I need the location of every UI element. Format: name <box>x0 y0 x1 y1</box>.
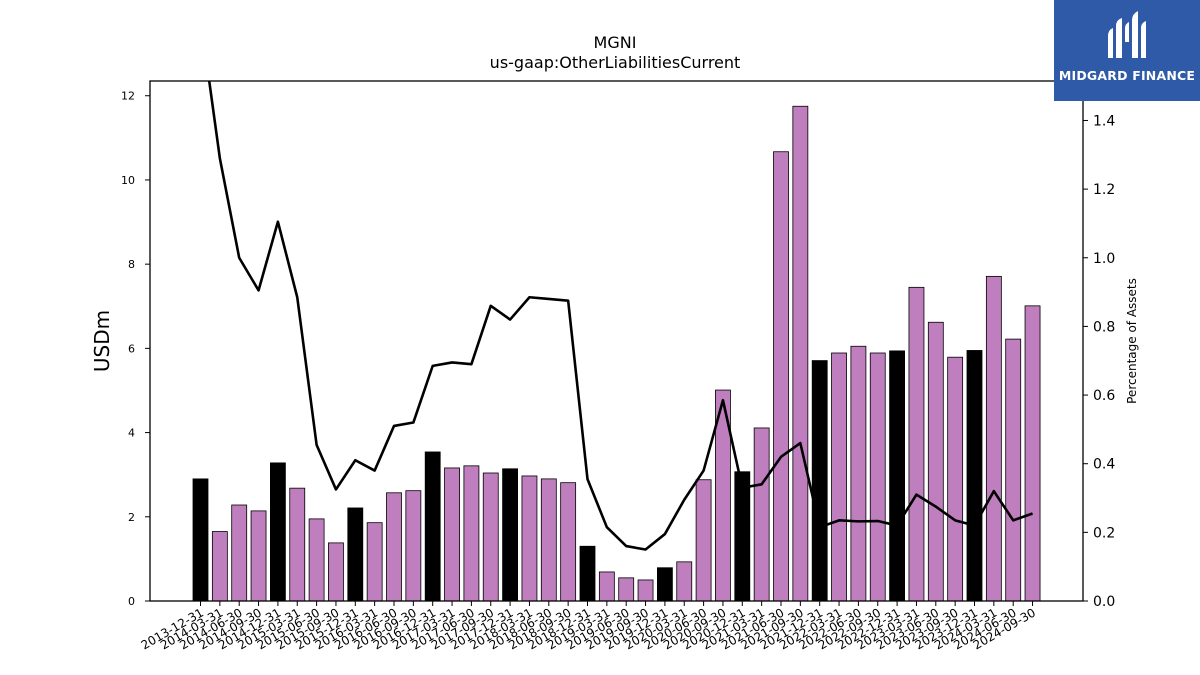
bar-2022-06-30 <box>850 345 867 602</box>
y2-tick-label: 0.8 <box>1093 319 1115 335</box>
y-axis-label: USDm <box>90 310 114 372</box>
bar-2015-06-30 <box>308 518 325 602</box>
brand-name: MIDGARD FINANCE <box>1058 68 1196 83</box>
bar-2018-03-31 <box>521 475 538 602</box>
bar-2016-06-30 <box>386 492 402 602</box>
bar-2020-06-30 <box>695 479 712 602</box>
bar-2016-03-31 <box>366 522 383 602</box>
bar-2015-12-31 <box>347 507 364 602</box>
bar-2019-06-30 <box>618 577 635 602</box>
y-tick-label: 0 <box>128 595 135 608</box>
bar-2014-09-30 <box>250 510 267 602</box>
line-group <box>207 81 1033 551</box>
bar-2020-12-31 <box>734 471 751 602</box>
bar-2018-09-30 <box>560 482 577 602</box>
bar-2016-09-30 <box>405 490 422 602</box>
bar-2023-06-30 <box>927 321 944 602</box>
bar-2015-09-30 <box>328 542 344 602</box>
bar-2019-03-31 <box>598 571 615 602</box>
bar-2021-09-30 <box>792 105 809 602</box>
bar-2014-06-30 <box>231 504 248 602</box>
bar-2021-03-31 <box>753 427 770 602</box>
y-tick-label: 2 <box>128 511 135 524</box>
bar-2013-12-31 <box>192 478 209 602</box>
y2-tick-label: 0.6 <box>1093 388 1115 404</box>
y-tick-label: 12 <box>121 90 135 103</box>
y-tick-label: 4 <box>128 427 135 440</box>
bar-2016-12-31 <box>424 451 441 602</box>
percentage-of-assets-line <box>207 81 1033 551</box>
y-tick-label: 6 <box>128 342 135 355</box>
bar-2023-12-31 <box>966 350 983 602</box>
bar-2018-12-31 <box>579 545 596 602</box>
bar-2024-06-30 <box>1005 338 1022 602</box>
bar-2020-03-31 <box>676 561 693 602</box>
midgard-m-logo-icon <box>1108 11 1146 58</box>
bar-2022-12-31 <box>889 350 905 602</box>
bar-2023-03-31 <box>908 286 925 602</box>
bar-2021-12-31 <box>811 360 828 602</box>
right-axis: 0.0 0.2 0.4 0.6 0.8 1.0 1.2 1.4 <box>1083 113 1115 610</box>
y2-tick-label: 1.2 <box>1093 182 1115 198</box>
bar-2017-03-31 <box>444 467 460 602</box>
chart-title: MGNI <box>594 33 637 52</box>
x-axis: 2013-12-312014-03-312014-06-302014-09-30… <box>139 601 1038 652</box>
bar-2019-09-30 <box>637 579 654 602</box>
bar-2015-03-31 <box>289 487 306 602</box>
bars-group <box>192 105 1041 602</box>
bar-2022-09-30 <box>869 352 886 602</box>
bar-2017-12-31 <box>502 468 519 602</box>
bar-2021-06-30 <box>773 151 789 602</box>
bar-2014-03-31 <box>211 531 228 602</box>
bar-2022-03-31 <box>831 352 847 602</box>
bar-2014-12-31 <box>269 462 286 602</box>
y2-tick-label: 0.4 <box>1093 457 1115 473</box>
plot-frame <box>149 80 1084 602</box>
bar-2024-03-31 <box>985 275 1002 602</box>
chart-subtitle: us-gaap:OtherLiabilitiesCurrent <box>490 53 741 72</box>
y2-tick-label: 0.2 <box>1093 525 1115 541</box>
bar-2017-06-30 <box>463 465 480 602</box>
y2-axis-label: Percentage of Assets <box>1125 278 1139 404</box>
bar-2018-06-30 <box>540 478 557 602</box>
bar-2023-09-30 <box>947 356 964 602</box>
brand-logo: MIDGARD FINANCE <box>1054 0 1200 101</box>
y-tick-label: 10 <box>121 174 135 187</box>
y2-tick-label: 0.0 <box>1093 594 1115 610</box>
y-tick-label: 8 <box>128 258 135 271</box>
y2-tick-label: 1.4 <box>1093 113 1115 129</box>
left-axis: 0 2 4 6 8 10 12 <box>121 90 150 608</box>
bar-2017-09-30 <box>482 472 499 602</box>
bar-2024-09-30 <box>1024 305 1041 602</box>
bar-2019-12-31 <box>657 567 673 602</box>
y2-tick-label: 1.0 <box>1093 251 1115 267</box>
